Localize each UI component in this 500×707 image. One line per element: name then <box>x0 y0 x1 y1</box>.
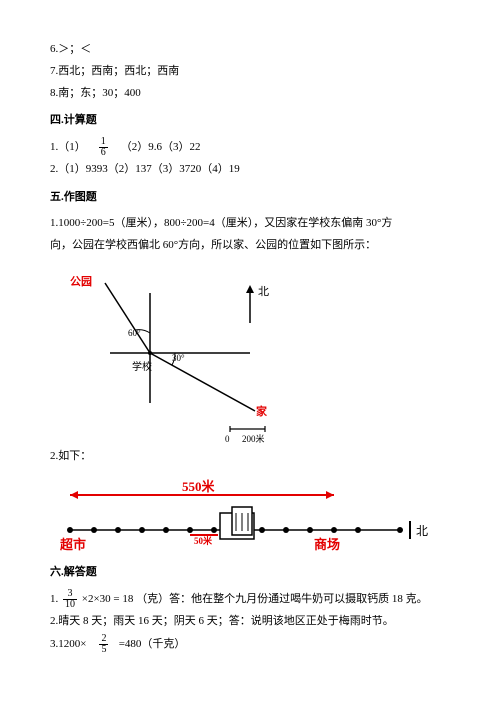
sec6-l2: 2.晴天 8 天；雨天 16 天；阴天 6 天；答：说明该地区正处于梅雨时节。 <box>50 612 450 632</box>
sec5-title: 五.作图题 <box>50 188 450 208</box>
sec6-l3: 3.1200× 25 =480（千克） <box>50 634 450 655</box>
frac-d: 5 <box>99 645 108 655</box>
diagram-2: 550米 超市 50米 商场 北 <box>50 475 440 555</box>
q8-line: 8.南；东；30；400 <box>50 84 450 104</box>
sec4-l1: 1.（1） 16 （2）9.6（3）22 <box>50 137 450 158</box>
sec5-l2: 2.如下： <box>50 447 450 467</box>
frac-d: 10 <box>63 600 77 610</box>
sec6-l1a: 1. <box>50 593 58 605</box>
sec5-l1: 1.1000÷200=5（厘米），800÷200=4（厘米），又因家在学校东偏南… <box>50 214 450 234</box>
diagram-1: 公园 北 60° 30° 学校 家 0 200米 <box>50 263 350 443</box>
diagram-1-svg <box>50 263 350 443</box>
q7-line: 7.西北；西南；西北；西南 <box>50 62 450 82</box>
sec5-l1b: 向，公园在学校西偏北 60°方向，所以家、公园的位置如下图所示： <box>50 236 450 256</box>
d1-home-label: 家 <box>256 403 267 423</box>
sec4-l1a: 1.（1） <box>50 141 86 153</box>
sec4-title: 四.计算题 <box>50 111 450 131</box>
d2-small-label: 50米 <box>194 533 212 549</box>
sec4-l1b: （2）9.6（3）22 <box>121 141 201 153</box>
d1-park-label: 公园 <box>70 273 92 293</box>
d1-a60-label: 60° <box>128 325 141 341</box>
diagram-2-svg <box>50 475 440 555</box>
sec6-l1c: （克）答：他在整个九月份通过喝牛奶可以摄取钙质 18 克。 <box>136 593 428 605</box>
sec6-l1: 1. 310 ×2×30 = 18 （克）答：他在整个九月份通过喝牛奶可以摄取钙… <box>50 589 450 610</box>
d2-dist-label: 550米 <box>182 475 215 498</box>
frac-1-6: 16 <box>99 137 108 158</box>
sec4-l2: 2.（1）9393（2）137（3）3720（4）19 <box>50 160 450 180</box>
d1-a30-label: 30° <box>172 350 185 366</box>
d1-school-label: 学校 <box>132 359 152 377</box>
sec6-l3b: =480（千克） <box>119 638 186 650</box>
sec6-title: 六.解答题 <box>50 563 450 583</box>
q6-line: 6.＞；＜ <box>50 40 450 60</box>
frac-2-5: 25 <box>99 634 108 655</box>
d1-scale0-label: 0 <box>225 431 230 447</box>
frac-d: 6 <box>99 148 108 158</box>
sec6-l1b: ×2×30 = 18 <box>82 593 134 605</box>
d1-scale200-label: 200米 <box>242 431 265 447</box>
d2-market-label: 超市 <box>60 533 86 556</box>
d2-north-label: 北 <box>416 521 428 543</box>
d2-mall-label: 商场 <box>314 533 340 556</box>
d1-north-label: 北 <box>258 283 269 303</box>
frac-3-10: 310 <box>63 589 77 610</box>
sec6-l3a: 3.1200× <box>50 638 86 650</box>
